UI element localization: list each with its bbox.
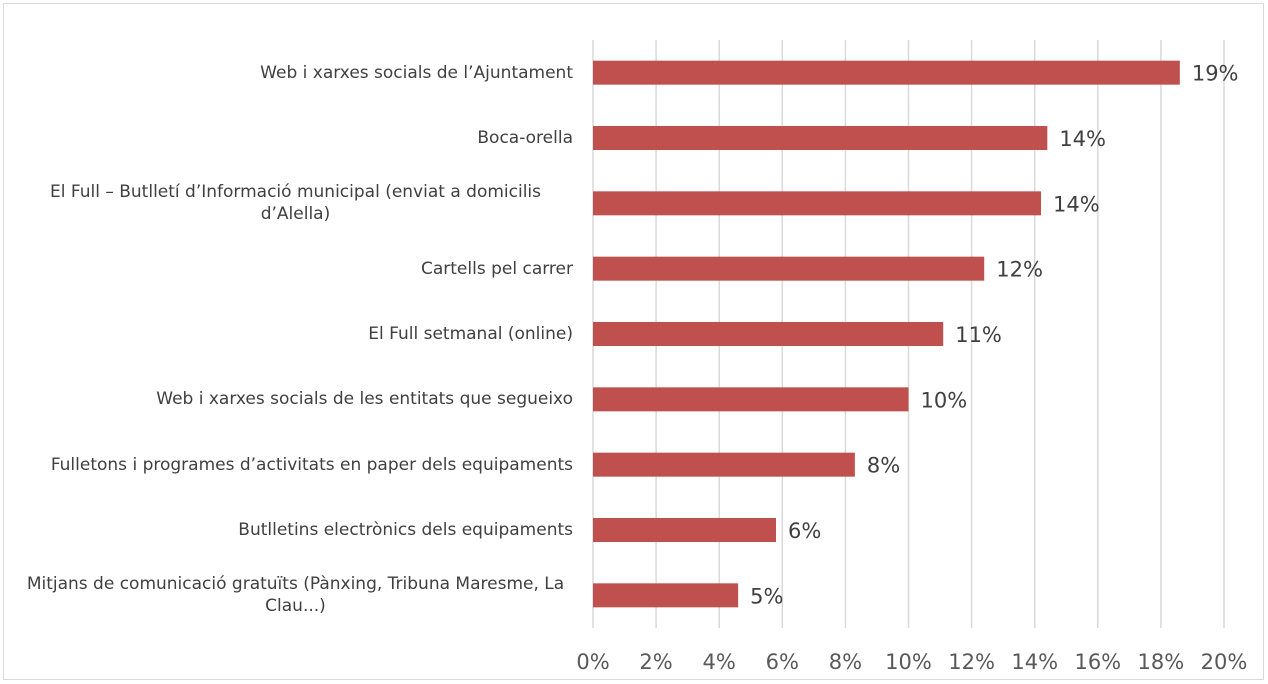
- x-tick-label: 2%: [639, 650, 672, 674]
- bar: [593, 256, 985, 281]
- bar: [593, 583, 739, 608]
- y-tick-label-box: Butlletins electrònics dels equipaments: [10, 500, 573, 560]
- y-tick-label-box: El Full setmanal (online): [10, 304, 573, 364]
- y-tick-label-box: Boca-orella: [10, 108, 573, 168]
- bar: [593, 518, 776, 542]
- data-label: 14%: [1059, 127, 1106, 151]
- y-tick-label-box: Web i xarxes socials de les entitats que…: [10, 369, 573, 429]
- x-tick-label: 8%: [829, 650, 862, 674]
- y-tick-label: El Full setmanal (online): [368, 324, 573, 344]
- y-tick-label: Web i xarxes socials de l’Ajuntament: [260, 62, 573, 83]
- x-tick-label: 18%: [1138, 650, 1185, 674]
- y-tick-label: Cartells pel carrer: [420, 258, 573, 279]
- y-tick-label: Web i xarxes socials de les entitats que…: [156, 389, 573, 410]
- x-tick-label: 16%: [1074, 650, 1121, 674]
- y-tick-label: Fulletons i programes d’activitats en pa…: [50, 454, 573, 475]
- bar: [593, 126, 1048, 150]
- x-tick-label: 6%: [766, 650, 799, 674]
- y-tick-label: Boca-orella: [477, 128, 573, 148]
- bar: [593, 60, 1180, 85]
- data-label: 10%: [921, 388, 968, 412]
- data-label: 12%: [996, 258, 1043, 282]
- x-tick-label: 14%: [1011, 650, 1058, 674]
- y-tick-label-box: El Full – Butlletí d’Informació municipa…: [10, 173, 573, 233]
- x-tick-label: 0%: [576, 650, 609, 674]
- bar: [593, 191, 1042, 216]
- x-tick-label: 10%: [885, 650, 932, 674]
- bar: [593, 387, 909, 412]
- y-tick-label-box: Web i xarxes socials de l’Ajuntament: [10, 43, 573, 103]
- y-tick-label: Mitjans de comunicació gratuïts (Pànxing…: [26, 574, 565, 617]
- y-tick-label: El Full – Butlletí d’Informació municipa…: [50, 182, 541, 225]
- y-tick-label-box: Mitjans de comunicació gratuïts (Pànxing…: [10, 565, 573, 625]
- data-label: 14%: [1053, 192, 1100, 216]
- x-tick-label: 20%: [1201, 650, 1248, 674]
- data-label: 6%: [788, 519, 821, 543]
- data-label: 8%: [867, 454, 900, 478]
- bar: [593, 452, 855, 477]
- y-tick-label-box: Fulletons i programes d’activitats en pa…: [10, 435, 573, 495]
- chart-border: [3, 3, 1264, 680]
- y-tick-label: Butlletins electrònics dels equipaments: [238, 520, 573, 540]
- bar: [593, 322, 944, 346]
- x-tick-label: 4%: [703, 650, 736, 674]
- y-tick-label-box: Cartells pel carrer: [10, 239, 573, 299]
- data-label: 5%: [750, 584, 783, 608]
- data-label: 19%: [1192, 62, 1239, 86]
- x-tick-label: 12%: [948, 650, 995, 674]
- data-label: 11%: [955, 323, 1002, 347]
